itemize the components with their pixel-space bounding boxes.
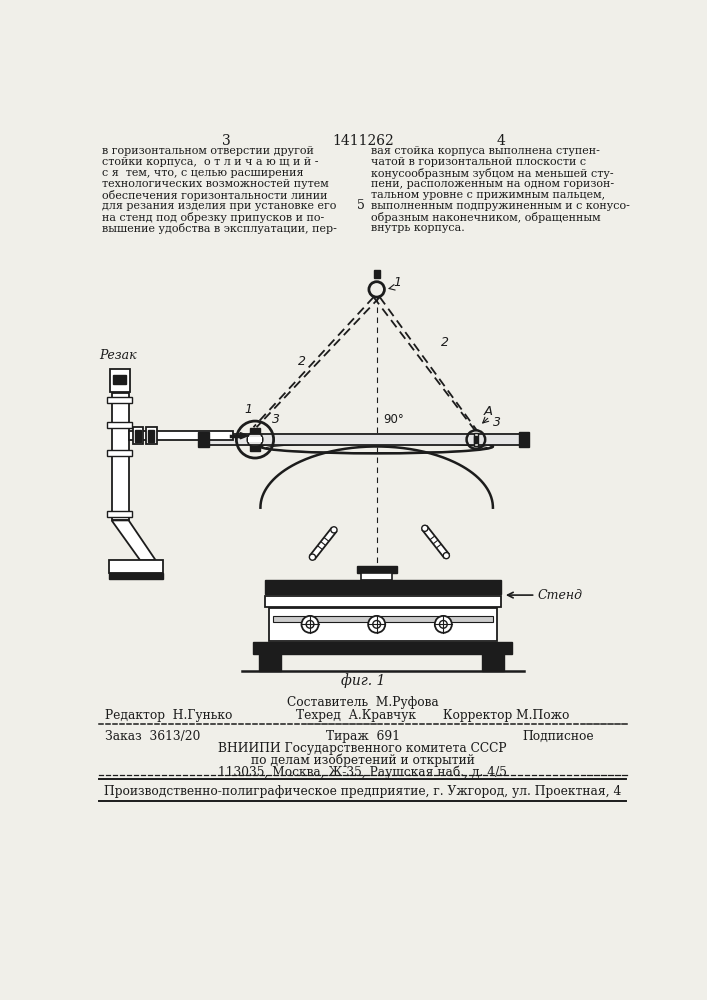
Bar: [110, 369, 130, 392]
Text: Подписное: Подписное: [522, 730, 594, 743]
Bar: [259, 654, 281, 671]
Bar: [146, 427, 156, 444]
Circle shape: [331, 527, 337, 533]
Bar: [269, 608, 497, 641]
Circle shape: [443, 553, 450, 559]
Polygon shape: [310, 528, 337, 559]
Text: чатой в горизонтальной плоскости с: чатой в горизонтальной плоскости с: [371, 157, 586, 167]
Bar: [250, 428, 259, 433]
Text: 1: 1: [244, 403, 252, 416]
Text: Резак: Резак: [99, 349, 136, 362]
Bar: [112, 393, 129, 520]
Text: 2: 2: [298, 355, 305, 368]
Text: 1411262: 1411262: [332, 134, 394, 148]
Bar: [113, 375, 126, 384]
Text: по делам изобретений и открытий: по делам изобретений и открытий: [251, 754, 474, 767]
Circle shape: [368, 616, 385, 633]
Bar: [109, 573, 163, 579]
Text: 2: 2: [441, 336, 449, 349]
Text: 3: 3: [272, 413, 280, 426]
Text: обеспечения горизонтальности линии: обеспечения горизонтальности линии: [103, 190, 328, 201]
Circle shape: [373, 620, 380, 628]
Text: Редактор  Н.Гунько: Редактор Н.Гунько: [105, 709, 233, 722]
Text: для резания изделия при установке его: для резания изделия при установке его: [103, 201, 337, 211]
Text: пени, расположенным на одном горизон-: пени, расположенным на одном горизон-: [371, 179, 614, 189]
Bar: [201, 434, 526, 445]
Text: стойки корпуса,  о т л и ч а ю щ и й -: стойки корпуса, о т л и ч а ю щ и й -: [103, 157, 319, 167]
Polygon shape: [240, 433, 248, 439]
Text: Стенд: Стенд: [538, 589, 583, 602]
Bar: [107, 422, 132, 428]
Bar: [248, 437, 262, 442]
Text: образным наконечником, обращенным: образным наконечником, обращенным: [371, 212, 601, 223]
Bar: [135, 430, 141, 442]
Text: внутрь корпуса.: внутрь корпуса.: [371, 223, 465, 233]
Bar: [356, 566, 397, 573]
Text: 90°: 90°: [383, 413, 404, 426]
Polygon shape: [422, 526, 449, 558]
Bar: [518, 432, 530, 447]
Bar: [107, 397, 132, 403]
Text: 3: 3: [493, 416, 501, 429]
Bar: [198, 432, 209, 447]
Bar: [373, 270, 380, 278]
Text: Составитель  М.Руфова: Составитель М.Руфова: [287, 696, 438, 709]
Bar: [361, 573, 392, 580]
Bar: [132, 427, 144, 444]
Bar: [107, 511, 132, 517]
Text: 4: 4: [497, 134, 506, 148]
Bar: [253, 642, 513, 654]
Bar: [482, 654, 504, 671]
Text: в горизонтальном отверстии другой: в горизонтальном отверстии другой: [103, 146, 314, 156]
Text: 1: 1: [394, 276, 402, 289]
Bar: [129, 431, 233, 440]
Text: Корректор М.Пожо: Корректор М.Пожо: [443, 709, 570, 722]
Text: ВНИИПИ Государственного комитета СССР: ВНИИПИ Государственного комитета СССР: [218, 742, 507, 755]
Bar: [109, 560, 163, 573]
Text: Техред  А.Кравчук: Техред А.Кравчук: [296, 709, 416, 722]
Text: тальном уровне с прижимным пальцем,: тальном уровне с прижимным пальцем,: [371, 190, 605, 200]
Text: вышение удобства в эксплуатации, пер-: вышение удобства в эксплуатации, пер-: [103, 223, 337, 234]
Bar: [250, 446, 259, 451]
Bar: [148, 430, 154, 442]
Bar: [474, 436, 477, 443]
Text: технологических возможностей путем: технологических возможностей путем: [103, 179, 329, 189]
Text: выполненным подпружиненным и с конусо-: выполненным подпружиненным и с конусо-: [371, 201, 630, 211]
Bar: [202, 435, 525, 444]
Text: 3: 3: [222, 134, 230, 148]
Text: Заказ  3613/20: Заказ 3613/20: [105, 730, 201, 743]
Polygon shape: [112, 520, 156, 560]
Text: с я  тем, что, с целью расширения: с я тем, что, с целью расширения: [103, 168, 304, 178]
Text: Производственно-полиграфическое предприятие, г. Ужгород, ул. Проектная, 4: Производственно-полиграфическое предприя…: [104, 785, 621, 798]
Bar: [474, 433, 478, 446]
Circle shape: [440, 620, 448, 628]
Circle shape: [310, 554, 315, 560]
Text: на стенд под обрезку припусков и по-: на стенд под обрезку припусков и по-: [103, 212, 325, 223]
Text: вая стойка корпуса выполнена ступен-: вая стойка корпуса выполнена ступен-: [371, 146, 600, 156]
Text: Тираж  691: Тираж 691: [326, 730, 399, 743]
Circle shape: [435, 616, 452, 633]
Bar: [107, 450, 132, 456]
Text: 5: 5: [357, 199, 365, 212]
Text: фиг. 1: фиг. 1: [341, 673, 385, 688]
Text: А: А: [484, 405, 493, 418]
Circle shape: [306, 620, 314, 628]
Circle shape: [301, 616, 319, 633]
Text: конусообразным зубцом на меньшей сту-: конусообразным зубцом на меньшей сту-: [371, 168, 614, 179]
Circle shape: [422, 525, 428, 531]
Bar: [265, 596, 501, 607]
Bar: [273, 616, 493, 622]
Bar: [265, 580, 501, 594]
Text: 113035, Москва, Ж-35, Раушская наб., д. 4/5: 113035, Москва, Ж-35, Раушская наб., д. …: [218, 765, 507, 779]
